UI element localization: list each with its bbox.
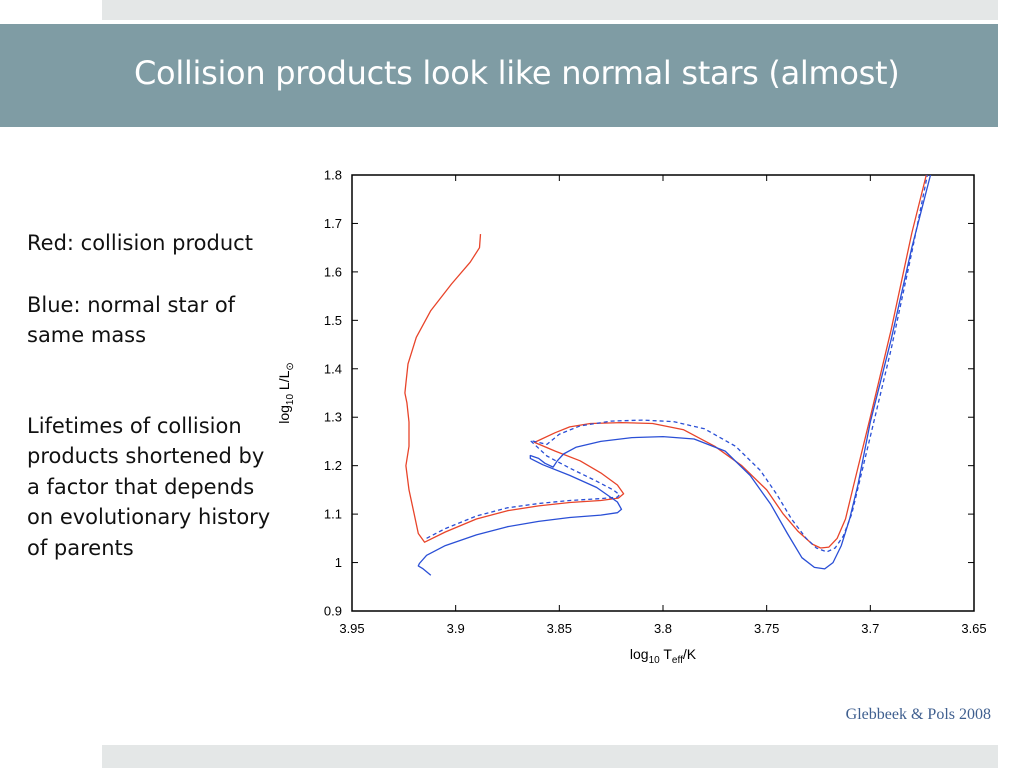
axis-ticks: 3.95 3.9 3.85 3.8 3.75 3.7 3.65 0.9 1 1.1 1.2 1.3 1.… (324, 168, 987, 637)
y-tick-label: 1.1 (324, 507, 342, 522)
y-tick-label: 1.7 (324, 216, 342, 231)
x-tick-label: 3.85 (547, 621, 572, 636)
normal-star-dashed-track (426, 174, 929, 553)
red-series-note: Red: collision product (27, 231, 253, 255)
y-tick-label: 1.8 (324, 168, 342, 183)
x-tick-label: 3.8 (654, 621, 672, 636)
y-tick-label: 1 (335, 555, 342, 570)
slide-notes: Red: collision product Blue: normal star… (27, 228, 277, 563)
lifetimes-note: Lifetimes of collision products shortene… (27, 413, 271, 560)
y-tick-label: 1.2 (324, 458, 342, 473)
y-tick-label: 1.5 (324, 313, 342, 328)
x-tick-label: 3.9 (447, 621, 465, 636)
x-tick-label: 3.7 (861, 621, 879, 636)
y-axis-label: log10 L/L⊙ (276, 362, 296, 424)
collision-product-track (404, 174, 927, 549)
x-tick-label: 3.95 (339, 621, 364, 636)
citation: Glebbeek & Pols 2008 (845, 706, 991, 723)
y-tick-label: 1.4 (324, 361, 342, 376)
y-tick-label: 1.3 (324, 410, 342, 425)
y-tick-label: 1.6 (324, 264, 342, 279)
bottom-decorative-strip (102, 745, 998, 768)
normal-star-track (417, 174, 932, 576)
title-bar (0, 24, 998, 127)
top-decorative-strip (102, 0, 998, 20)
y-tick-label: 0.9 (324, 604, 342, 619)
series-lines (404, 174, 932, 576)
slide-title: Collision products look like normal star… (134, 54, 900, 92)
blue-series-note: Blue: normal star of same mass (27, 292, 236, 348)
x-tick-label: 3.65 (961, 621, 986, 636)
x-axis-label: log10 Teff/K (630, 646, 697, 666)
x-tick-label: 3.75 (754, 621, 779, 636)
